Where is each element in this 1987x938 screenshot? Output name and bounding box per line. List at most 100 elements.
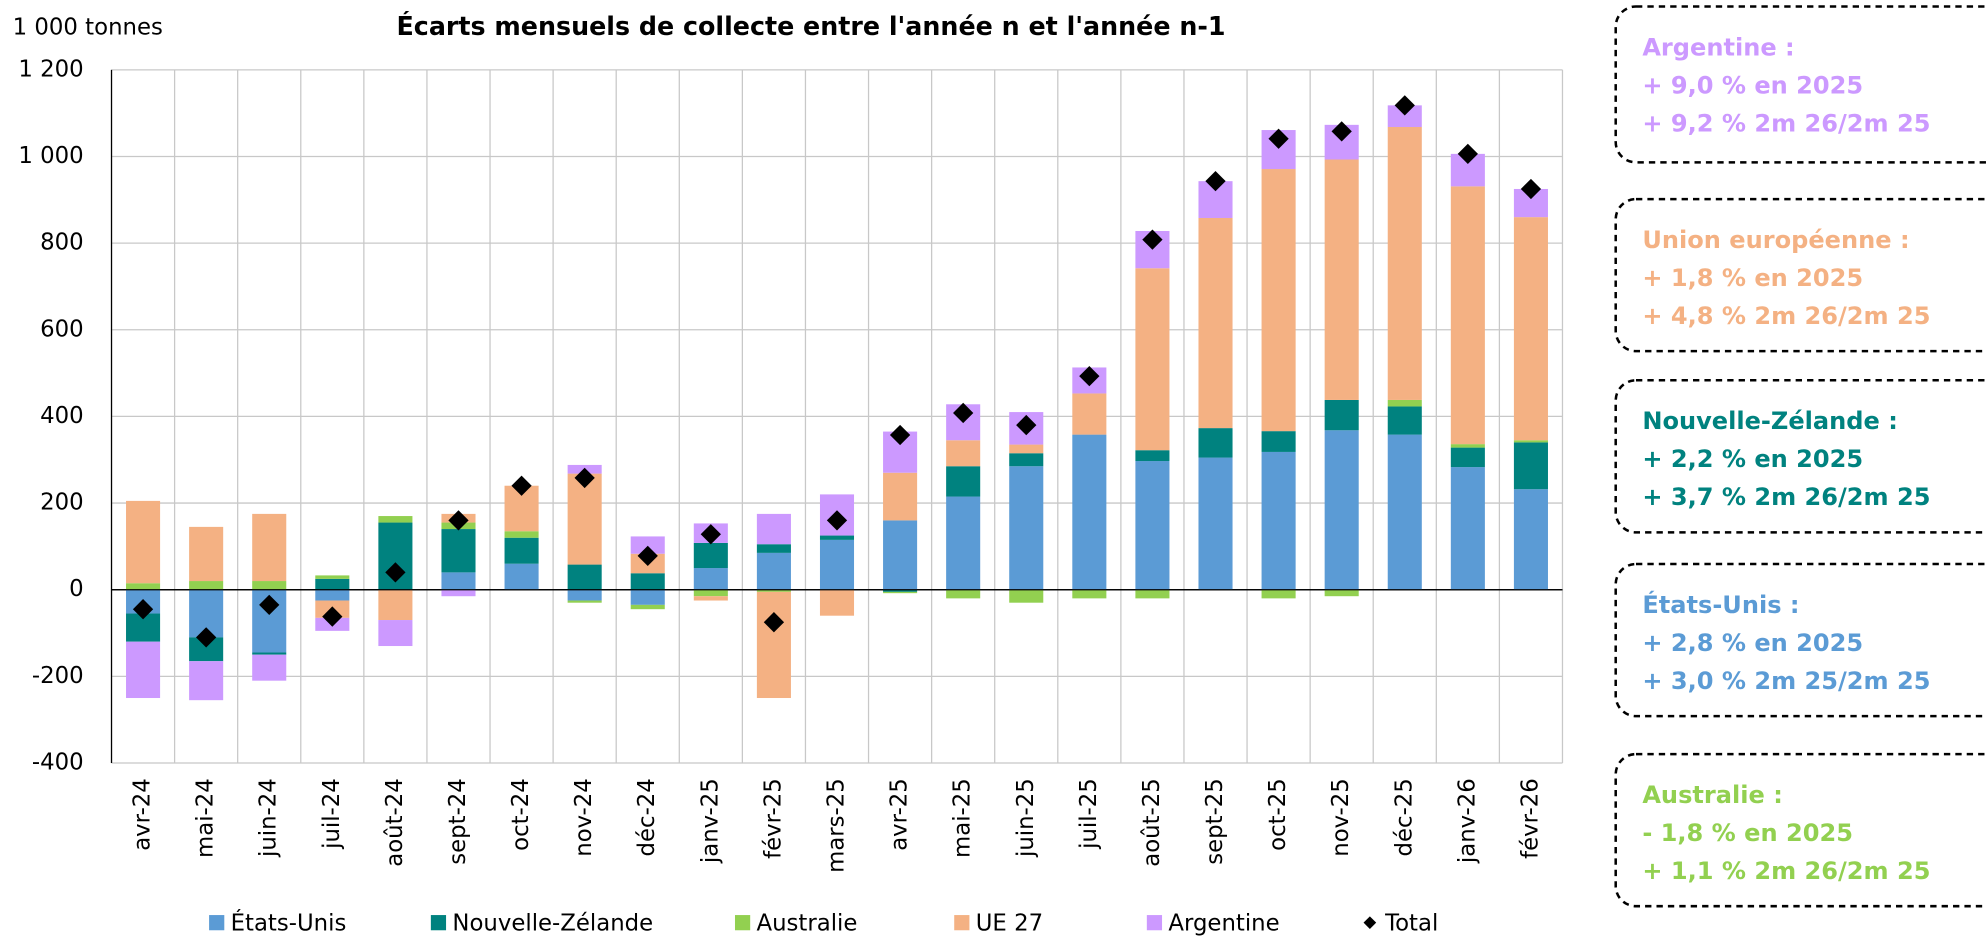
total-marker bbox=[763, 612, 785, 633]
bar-segment bbox=[126, 641, 161, 699]
x-tick-label: juil-25 bbox=[1076, 778, 1102, 850]
bar-segment bbox=[1009, 444, 1044, 454]
note-line: Union européenne : bbox=[1642, 226, 1909, 254]
bar-segment bbox=[504, 537, 539, 564]
bar-segment bbox=[630, 536, 665, 554]
bar-segment bbox=[630, 604, 665, 610]
note-line: Argentine : bbox=[1642, 33, 1794, 61]
bar-segment bbox=[756, 591, 791, 699]
bar-segment bbox=[1009, 453, 1044, 467]
note-line: + 1,8 % en 2025 bbox=[1642, 264, 1863, 292]
bar-segment bbox=[315, 589, 350, 601]
legend-label: UE 27 bbox=[976, 910, 1043, 936]
legend-label: Nouvelle-Zélande bbox=[452, 910, 653, 936]
x-tick-label: sept-25 bbox=[1202, 778, 1228, 865]
total-marker bbox=[953, 402, 974, 424]
bar-segment bbox=[819, 535, 855, 540]
note-line: + 2,2 % en 2025 bbox=[1642, 445, 1863, 473]
bar-segment bbox=[567, 589, 602, 601]
bar-segment bbox=[1387, 105, 1422, 128]
x-tick-label: mai-25 bbox=[950, 778, 976, 858]
bar-segment bbox=[189, 581, 224, 590]
x-tick-label: avr-24 bbox=[130, 778, 156, 851]
bar-segment bbox=[1261, 169, 1296, 432]
bar-segment bbox=[126, 500, 161, 584]
note-box bbox=[1614, 752, 1987, 908]
bar-segment bbox=[1261, 431, 1296, 452]
bar-segment bbox=[1324, 430, 1359, 590]
y-tick-label: 800 bbox=[40, 230, 84, 256]
x-tick-label: août-25 bbox=[1139, 778, 1165, 867]
bar-segment bbox=[1072, 393, 1107, 435]
bar-segment bbox=[883, 520, 918, 590]
y-tick-label: 200 bbox=[40, 490, 84, 516]
y-tick-label: -400 bbox=[32, 749, 84, 775]
x-tick-label: juin-24 bbox=[256, 778, 282, 858]
bar-segment bbox=[1513, 442, 1548, 490]
bar-segment bbox=[1387, 406, 1422, 435]
bar-segment bbox=[1324, 399, 1359, 431]
y-tick-label: 0 bbox=[69, 576, 84, 602]
x-tick-label: nov-25 bbox=[1328, 778, 1354, 857]
x-tick-label: févr-25 bbox=[760, 778, 786, 859]
bar-segment bbox=[1198, 428, 1233, 458]
bar-segment bbox=[1009, 466, 1044, 590]
bar-segment bbox=[693, 568, 728, 590]
note-line: + 9,0 % en 2025 bbox=[1642, 71, 1863, 99]
note-line: États-Unis : bbox=[1642, 590, 1799, 619]
x-tick-label: déc-24 bbox=[634, 778, 660, 856]
total-marker bbox=[1457, 143, 1478, 165]
bar-segment bbox=[1513, 440, 1548, 443]
bar-segment bbox=[1135, 461, 1170, 590]
bar-segment bbox=[189, 637, 224, 662]
chart-title: Écarts mensuels de collecte entre l'anné… bbox=[397, 11, 1226, 41]
total-marker bbox=[385, 562, 406, 583]
note-line: Nouvelle-Zélande : bbox=[1642, 407, 1898, 435]
bar-segment bbox=[693, 589, 728, 597]
legend-label: États-Unis bbox=[231, 908, 347, 936]
legend-swatch bbox=[1146, 915, 1163, 931]
note-line: + 4,8 % 2m 26/2m 25 bbox=[1642, 302, 1930, 330]
bar-segment bbox=[1387, 434, 1422, 590]
bar-segment bbox=[946, 589, 981, 599]
total-marker bbox=[322, 606, 343, 627]
bar-segment bbox=[252, 513, 287, 582]
bar-segment bbox=[756, 552, 791, 590]
bar-segment bbox=[1513, 489, 1548, 590]
note-line: Australie : bbox=[1642, 781, 1783, 809]
bar-segment bbox=[126, 583, 161, 590]
bar-segment bbox=[378, 589, 413, 621]
bar-segment bbox=[1261, 589, 1296, 599]
bar-segment bbox=[946, 440, 981, 467]
total-marker bbox=[700, 524, 721, 545]
total-marker bbox=[511, 475, 532, 496]
legend-label: Total bbox=[1384, 910, 1438, 936]
total-marker bbox=[1079, 365, 1100, 387]
bar-segment bbox=[315, 578, 350, 590]
bar-segment bbox=[252, 581, 287, 590]
bar-segment bbox=[504, 531, 539, 538]
bar-segment bbox=[883, 589, 918, 592]
note-box bbox=[1614, 197, 1987, 353]
note-box bbox=[1614, 379, 1987, 534]
total-marker bbox=[259, 594, 280, 616]
y-tick-label: 400 bbox=[40, 403, 84, 429]
x-tick-label: mai-24 bbox=[193, 778, 219, 858]
bar-segment bbox=[1324, 589, 1359, 597]
bar-segment bbox=[693, 596, 728, 601]
x-tick-label: nov-24 bbox=[571, 778, 597, 857]
bar-segment bbox=[1009, 589, 1044, 603]
bar-segment bbox=[378, 620, 413, 647]
legend-swatch bbox=[209, 915, 225, 931]
x-tick-label: août-24 bbox=[382, 778, 408, 867]
x-tick-label: sept-24 bbox=[445, 778, 471, 865]
bar-segment bbox=[756, 589, 791, 592]
legend-label: Australie bbox=[757, 910, 858, 936]
bar-segment bbox=[819, 589, 855, 616]
total-marker bbox=[1331, 121, 1352, 142]
x-tick-label: oct-25 bbox=[1265, 778, 1291, 851]
bar-segment bbox=[883, 472, 918, 521]
total-marker bbox=[1016, 414, 1037, 436]
y-tick-label: 1 200 bbox=[18, 56, 83, 82]
